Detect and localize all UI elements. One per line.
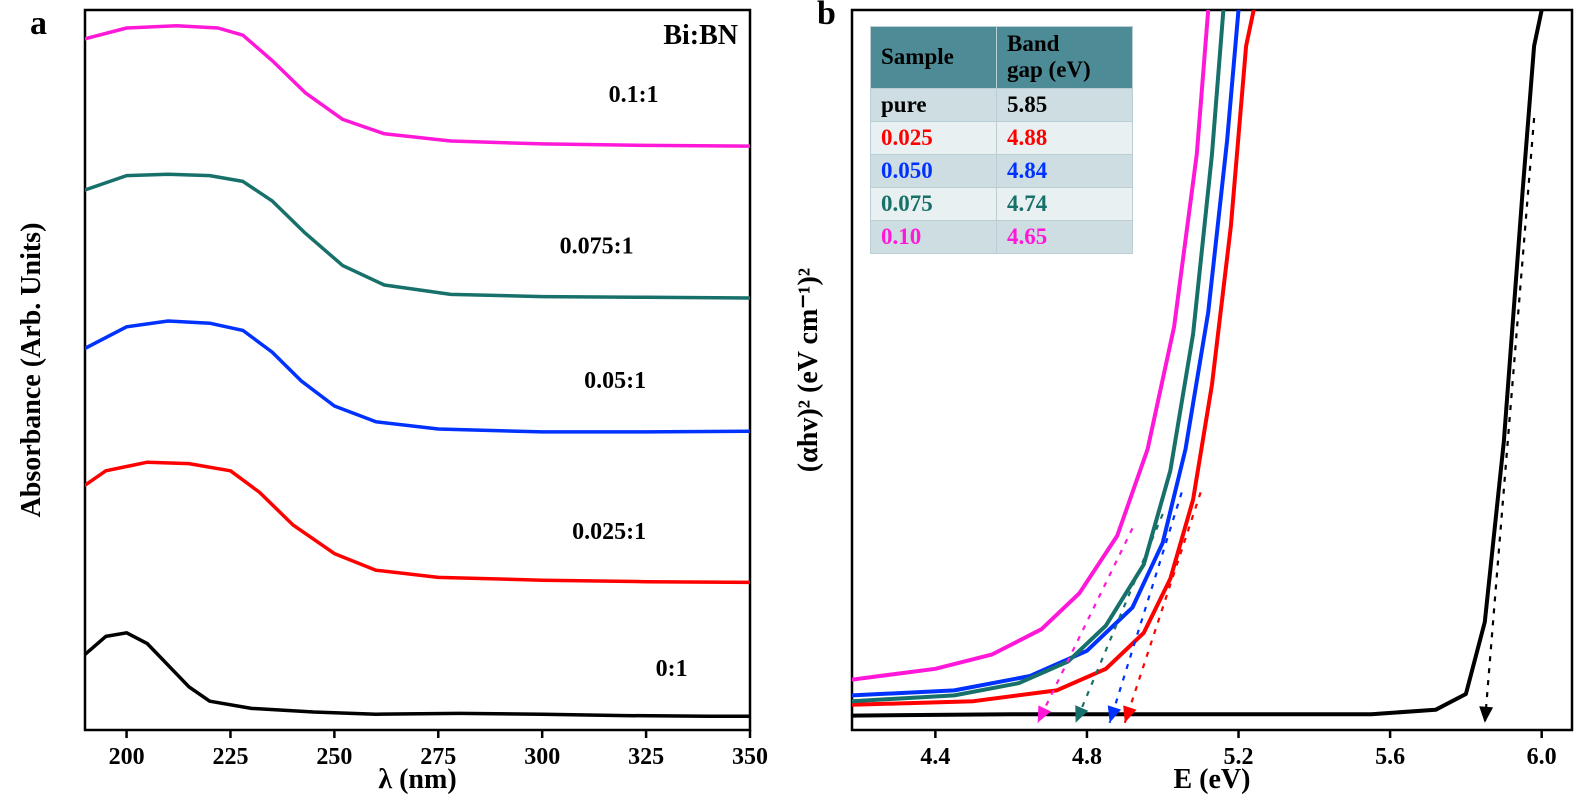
panel-b-xlabel: E (eV): [1174, 764, 1251, 795]
x-tick-label: 225: [212, 744, 248, 770]
figure-container: 200225250275300325350λ (nm)Absorbance (A…: [0, 0, 1594, 798]
series-label-0.1:1: 0.1:1: [609, 82, 659, 108]
cell-bandgap: 4.84: [997, 154, 1133, 187]
x-tick-label: 300: [524, 744, 560, 770]
series-label-0.025:1: 0.025:1: [572, 519, 646, 545]
series-line-0.05:1: [85, 321, 750, 432]
series-label-0:1: 0:1: [656, 656, 688, 682]
chart-svg: 200225250275300325350λ (nm)Absorbance (A…: [0, 0, 1594, 798]
x-tick-label: 200: [109, 744, 145, 770]
x-tick-label: 4.4: [920, 744, 950, 770]
panel-a-xlabel: λ (nm): [378, 764, 456, 795]
table-header-sample: Sample: [871, 27, 997, 89]
table-row: 0.0254.88: [871, 121, 1133, 154]
cell-bandgap: 4.65: [997, 220, 1133, 253]
cell-sample: 0.050: [871, 154, 997, 187]
panel-b-tag: b: [817, 0, 836, 32]
tangent-arrow-pure: [1479, 706, 1493, 723]
table-row: 0.0504.84: [871, 154, 1133, 187]
series-label-0.075:1: 0.075:1: [560, 233, 634, 259]
bandgap-table: Sample Bandgap (eV) pure5.850.0254.880.0…: [870, 26, 1133, 254]
cell-sample: 0.10: [871, 220, 997, 253]
tangent-0.10: [1038, 528, 1133, 722]
series-line-0.025:1: [85, 462, 750, 582]
tangent-pure: [1485, 118, 1534, 723]
panel-a-ylabel: Absorbance (Arb. Units): [16, 223, 47, 518]
x-tick-label: 6.0: [1527, 744, 1557, 770]
table-header-bandgap: Bandgap (eV): [997, 27, 1133, 89]
cell-sample: 0.025: [871, 121, 997, 154]
table-row: pure5.85: [871, 88, 1133, 121]
cell-bandgap: 4.88: [997, 121, 1133, 154]
cell-sample: pure: [871, 88, 997, 121]
cell-sample: 0.075: [871, 187, 997, 220]
table-row: 0.104.65: [871, 220, 1133, 253]
series-line-0.075:1: [85, 174, 750, 298]
series-line-0:1: [85, 633, 750, 717]
cell-bandgap: 5.85: [997, 88, 1133, 121]
panel-a-tag: a: [30, 5, 47, 42]
tangent-0.025: [1125, 492, 1201, 722]
panel-a-frame: [85, 10, 750, 730]
table-row: 0.0754.74: [871, 187, 1133, 220]
cell-bandgap: 4.74: [997, 187, 1133, 220]
panel-b-ylabel: (αhv)² (eV cm⁻¹)²: [793, 268, 824, 472]
x-tick-label: 5.6: [1375, 744, 1405, 770]
panel-a-corner-label: Bi:BN: [663, 20, 738, 51]
x-tick-label: 250: [316, 744, 352, 770]
x-tick-label: 4.8: [1072, 744, 1102, 770]
series-label-0.05:1: 0.05:1: [584, 368, 646, 394]
x-tick-label: 350: [732, 744, 768, 770]
x-tick-label: 325: [628, 744, 664, 770]
